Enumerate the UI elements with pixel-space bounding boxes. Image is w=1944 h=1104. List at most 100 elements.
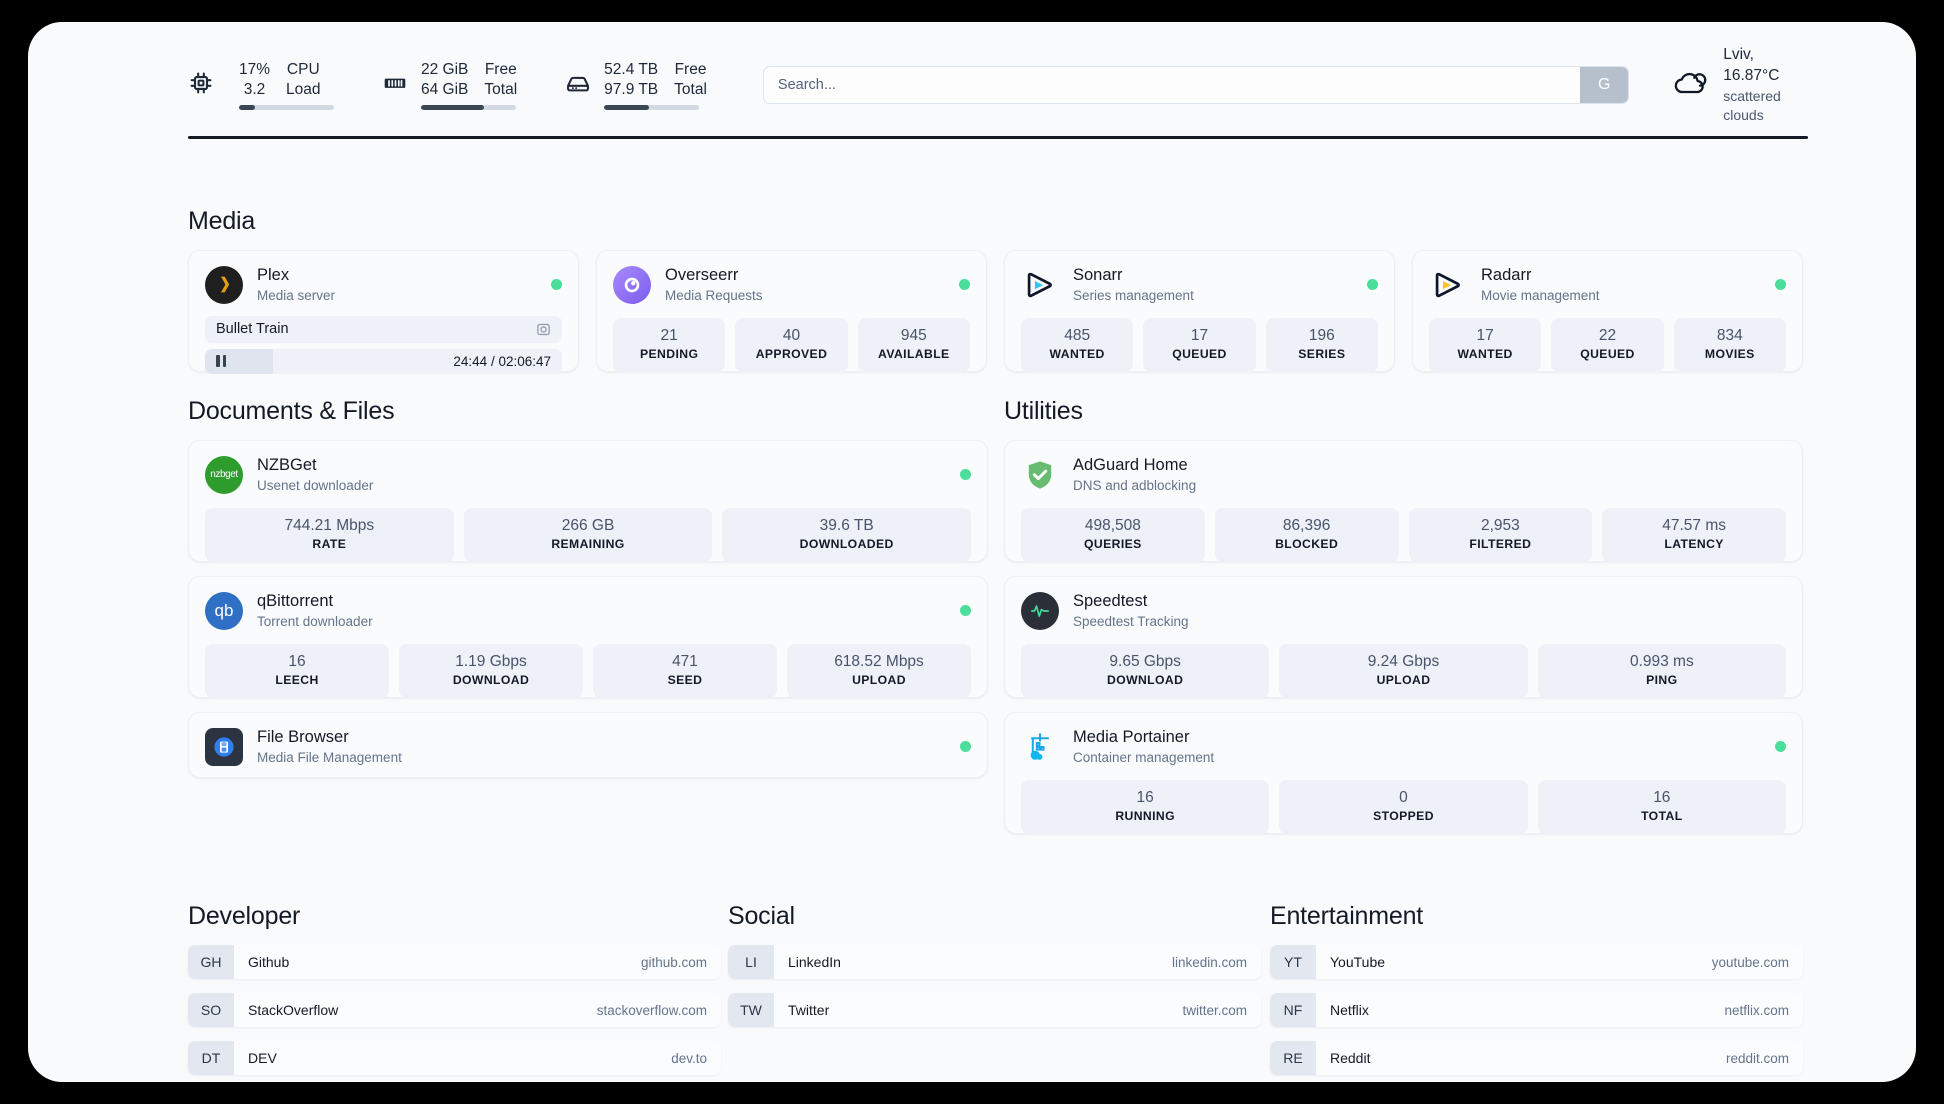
qbittorrent-icon: qb <box>205 591 243 630</box>
stat-value: 744.21 Mbps <box>284 516 375 534</box>
app-subtitle: Speedtest Tracking <box>1073 614 1189 630</box>
card-sonarr[interactable]: Sonarr Series management 485 WANTED 17 Q… <box>1004 250 1395 372</box>
bookmark-netflix[interactable]: NF Netflix netflix.com <box>1270 993 1803 1027</box>
card-portainer[interactable]: Media Portainer Container management 16 … <box>1004 712 1803 834</box>
bookmark-badge: NF <box>1270 993 1316 1027</box>
card-overseerr[interactable]: Overseerr Media Requests 21 PENDING 40 A… <box>596 250 987 372</box>
status-badge <box>960 469 971 481</box>
search-input[interactable] <box>763 67 1581 103</box>
stat-item: 39.6 TB DOWNLOADED <box>722 507 972 562</box>
stat-label: BLOCKED <box>1275 537 1339 552</box>
stat-value: 9.24 Gbps <box>1367 652 1440 670</box>
card-adguard[interactable]: AdGuard Home DNS and adblocking 498,508 … <box>1004 440 1803 562</box>
bookmark-name: Reddit <box>1330 1050 1371 1066</box>
speedtest-icon <box>1021 591 1059 630</box>
stat-value: 945 <box>900 326 927 344</box>
stat-label: LATENCY <box>1664 537 1724 552</box>
status-badge <box>960 605 971 617</box>
now-playing-title-row: Bullet Train <box>205 315 562 343</box>
app-subtitle: DNS and adblocking <box>1073 478 1197 494</box>
stat-item: 22 QUEUED <box>1551 317 1664 372</box>
search-engine-button[interactable]: G <box>1580 67 1629 103</box>
stat-value: 0.993 ms <box>1629 652 1694 670</box>
stat-label: STOPPED <box>1373 809 1434 824</box>
stat-label: RUNNING <box>1115 809 1175 824</box>
cpu-load-value: 3.2 <box>243 80 266 98</box>
stat-item: 16 RUNNING <box>1021 779 1270 834</box>
nzbget-icon: nzbget <box>205 455 243 494</box>
ram-widget: 22 GiB 64 GiB Free Total <box>382 60 517 111</box>
disk-usage-bar <box>604 105 700 111</box>
stat-value: 2,953 <box>1480 516 1520 534</box>
search-bar[interactable]: G <box>762 66 1630 104</box>
stat-value: 0 <box>1399 788 1408 806</box>
bookmark-badge: LI <box>728 945 774 979</box>
bookmark-linkedin[interactable]: LI LinkedIn linkedin.com <box>728 945 1261 979</box>
app-subtitle: Torrent downloader <box>257 614 373 630</box>
bookmark-badge: DT <box>188 1041 234 1075</box>
card-nzbget[interactable]: nzbget NZBGet Usenet downloader 744.21 M… <box>188 440 988 562</box>
header-bar: 17% 3.2 CPU Load <box>188 46 1808 123</box>
stat-item: 266 GB REMAINING <box>463 507 713 562</box>
app-name: Plex <box>257 266 290 284</box>
radarr-icon <box>1429 266 1467 304</box>
stat-item: 40 APPROVED <box>735 317 848 372</box>
section-title-utilities: Utilities <box>1004 397 1083 425</box>
stat-label: DOWNLOAD <box>1107 673 1184 688</box>
bookmark-url: twitter.com <box>1182 1002 1247 1018</box>
app-subtitle: Movie management <box>1481 288 1600 304</box>
bookmark-youtube[interactable]: YT YouTube youtube.com <box>1270 945 1803 979</box>
bookmark-dev[interactable]: DT DEV dev.to <box>188 1041 721 1075</box>
adguard-shield-icon <box>1021 456 1059 494</box>
app-name: Sonarr <box>1073 266 1123 284</box>
stats-row: 744.21 Mbps RATE 266 GB REMAINING 39.6 T… <box>205 507 972 562</box>
cast-icon[interactable] <box>536 322 551 337</box>
bookmark-stackoverflow[interactable]: SO StackOverflow stackoverflow.com <box>188 993 721 1027</box>
stat-item: 498,508 QUERIES <box>1021 507 1205 562</box>
card-header: Radarr Movie management <box>1429 265 1786 305</box>
dashboard-page: 17% 3.2 CPU Load <box>28 22 1916 1082</box>
bookmark-name: Twitter <box>788 1002 830 1018</box>
bookmark-url: reddit.com <box>1725 1050 1789 1066</box>
bookmark-twitter[interactable]: TW Twitter twitter.com <box>728 993 1261 1027</box>
stat-label: UPLOAD <box>852 673 906 688</box>
ram-free-value: 22 GiB <box>421 60 469 78</box>
stat-item: 21 PENDING <box>613 317 726 372</box>
bookmark-reddit[interactable]: RE Reddit reddit.com <box>1270 1041 1803 1075</box>
stat-value: 485 <box>1064 326 1091 344</box>
stat-label: MOVIES <box>1704 347 1755 362</box>
stats-row: 16 RUNNING 0 STOPPED 16 TOTAL <box>1021 779 1786 834</box>
card-plex[interactable]: Plex Media server Bullet Train 24:44 / 0… <box>188 250 579 374</box>
playback-time: 24:44 / 02:06:47 <box>453 353 551 369</box>
app-name: Radarr <box>1481 266 1532 284</box>
stat-value: 834 <box>1716 326 1743 344</box>
app-name: NZBGet <box>257 456 317 474</box>
app-name: File Browser <box>257 728 349 746</box>
bookmark-badge: SO <box>188 993 234 1027</box>
filebrowser-icon <box>205 727 243 766</box>
playback-progress-bar[interactable]: 24:44 / 02:06:47 <box>205 348 562 374</box>
card-qbittorrent[interactable]: qb qBittorrent Torrent downloader 16 LEE… <box>188 576 988 698</box>
card-filebrowser[interactable]: File Browser Media File Management <box>188 712 988 778</box>
bookmark-name: Github <box>248 954 290 970</box>
plex-icon <box>205 265 243 304</box>
stat-item: 0.993 ms PING <box>1537 643 1786 698</box>
ram-label-bottom: Total <box>484 80 518 98</box>
stat-label: RATE <box>312 537 347 552</box>
app-name: Media Portainer <box>1073 728 1190 746</box>
stat-label: UPLOAD <box>1376 673 1431 688</box>
stat-value: 40 <box>782 326 801 344</box>
card-speedtest[interactable]: Speedtest Speedtest Tracking 9.65 Gbps D… <box>1004 576 1803 698</box>
ram-usage-bar <box>421 105 516 111</box>
section-title-media: Media <box>188 207 256 235</box>
app-subtitle: Usenet downloader <box>257 478 374 494</box>
stat-value: 196 <box>1308 326 1335 344</box>
stats-row: 21 PENDING 40 APPROVED 945 AVAILABLE <box>613 317 970 372</box>
card-radarr[interactable]: Radarr Movie management 17 WANTED 22 QUE… <box>1412 250 1803 372</box>
app-name: qBittorrent <box>257 592 334 610</box>
pause-icon[interactable] <box>216 355 226 368</box>
bookmark-github[interactable]: GH Github github.com <box>188 945 721 979</box>
bookmark-name: YouTube <box>1330 954 1386 970</box>
status-badge <box>1367 279 1378 291</box>
stats-row: 485 WANTED 17 QUEUED 196 SERIES <box>1021 317 1378 372</box>
